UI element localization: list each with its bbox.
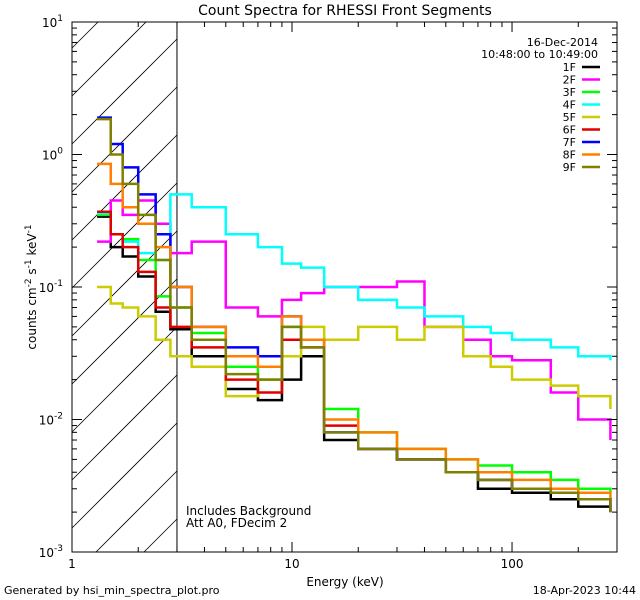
- legend-label: 5F: [563, 111, 576, 124]
- x-tick-label: 100: [501, 557, 524, 571]
- x-tick-label: 10: [284, 557, 299, 571]
- y-tick-label: 10-2: [39, 412, 63, 428]
- footer-date: 18-Apr-2023 10:44: [533, 584, 636, 597]
- series-line-7F: [97, 116, 612, 513]
- excluded-energy-region: [71, 21, 178, 553]
- legend-header: 10:48:00 to 10:49:00: [481, 48, 598, 61]
- y-tick-label: 10-1: [39, 279, 63, 295]
- legend-label: 4F: [563, 99, 576, 112]
- legend-label: 7F: [563, 136, 576, 149]
- legend-label: 3F: [563, 86, 576, 99]
- footer-generated: Generated by hsi_min_spectra_plot.pro: [4, 584, 220, 597]
- series-line-9F: [97, 117, 612, 513]
- legend-label: 9F: [563, 161, 576, 174]
- legend-label: 1F: [563, 61, 576, 74]
- y-tick-label: 101: [42, 14, 63, 30]
- series-line-5F: [97, 285, 612, 410]
- legend-label: 2F: [563, 74, 576, 87]
- series-line-1F: [97, 215, 612, 513]
- chart-title: Count Spectra for RHESSI Front Segments: [198, 3, 492, 19]
- legend-label: 8F: [563, 149, 576, 162]
- series-line-4F: [97, 193, 612, 361]
- series-line-2F: [97, 199, 612, 441]
- x-axis: 1 10 100: [68, 22, 618, 571]
- y-tick-label: 10-3: [39, 544, 63, 560]
- series-line-3F: [97, 213, 612, 493]
- y-tick-label: 100: [42, 147, 63, 163]
- series-line-8F: [97, 162, 612, 500]
- y-axis: 10-3 10-2 10-1 100 101: [39, 14, 617, 560]
- x-axis-label: Energy (keV): [306, 575, 383, 589]
- series-layer: [97, 116, 612, 513]
- x-tick-label: 1: [68, 557, 76, 571]
- hatch-lines: [71, 21, 178, 553]
- legend-label: 6F: [563, 124, 576, 137]
- annotation-background: Includes Background: [186, 504, 311, 518]
- y-axis-label: counts cm-2 s-1 keV-1: [24, 224, 39, 349]
- annotation-attenuator: Att A0, FDecim 2: [186, 516, 287, 530]
- legend-header: 16-Dec-2014: [527, 36, 598, 49]
